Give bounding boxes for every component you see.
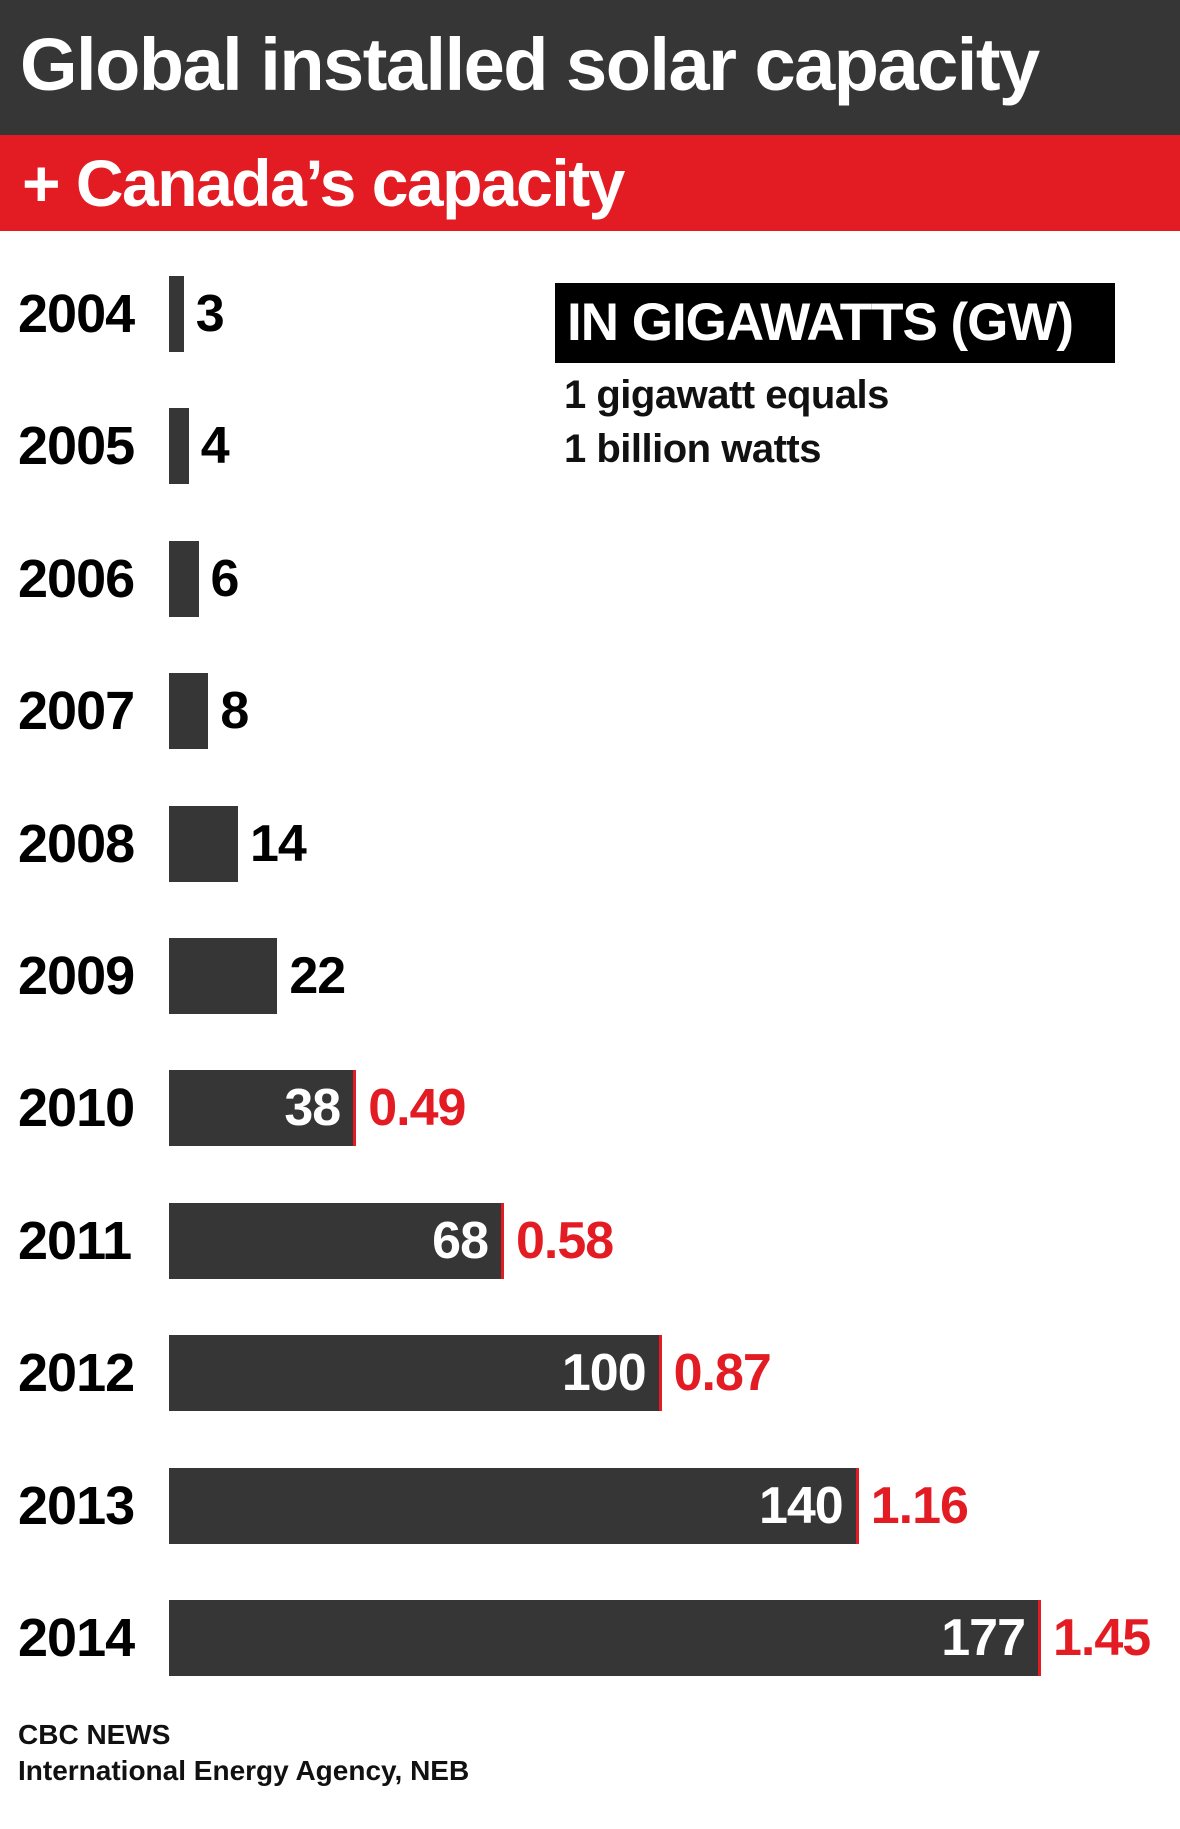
global-capacity-bar (169, 1202, 504, 1279)
global-capacity-bar (169, 1070, 357, 1147)
year-label: 2009 (18, 946, 135, 1006)
year-label: 2013 (18, 1475, 135, 1536)
global-value-label: 38 (284, 1079, 341, 1138)
canada-value-label: 1.45 (1053, 1609, 1151, 1667)
source-credit: International Energy Agency, NEB (18, 1755, 470, 1786)
year-label: 2005 (18, 416, 135, 477)
global-capacity-bar (169, 1467, 859, 1544)
year-label: 2004 (18, 284, 135, 344)
chart-title: Global installed solar capacity (20, 23, 1040, 106)
unit-note-line-2: 1 billion watts (564, 427, 821, 471)
subtitle-banner: + Canada’s capacity (0, 135, 1180, 231)
global-capacity-bar (169, 276, 184, 352)
global-value-label: 3 (195, 285, 225, 343)
year-label: 2014 (18, 1608, 135, 1668)
canada-value-label: 0.87 (673, 1344, 772, 1403)
year-label: 2007 (18, 681, 135, 742)
year-label: 2012 (18, 1343, 135, 1404)
canada-value-label: 1.16 (870, 1476, 969, 1535)
global-value-label: 4 (200, 417, 230, 476)
global-capacity-bar (169, 540, 199, 617)
unit-box: IN GIGAWATTS (GW) (555, 283, 1115, 363)
global-capacity-bar (169, 1335, 662, 1412)
global-value-label: 100 (561, 1344, 647, 1403)
global-capacity-bar (169, 1600, 1041, 1676)
title-banner: Global installed solar capacity (0, 0, 1180, 135)
year-label: 2008 (18, 813, 135, 874)
global-value-label: 140 (758, 1476, 844, 1535)
global-value-label: 6 (210, 549, 240, 608)
global-capacity-bar (169, 673, 209, 750)
global-capacity-bar (169, 938, 278, 1014)
global-capacity-bar (169, 805, 238, 882)
year-label: 2011 (18, 1210, 132, 1271)
publisher-credit: CBC NEWS (18, 1719, 171, 1750)
chart-subtitle: + Canada’s capacity (22, 146, 625, 220)
unit-note-line-1: 1 gigawatt equals (564, 373, 889, 417)
global-capacity-bar (169, 408, 189, 485)
year-label: 2010 (18, 1078, 135, 1139)
global-value-label: 177 (941, 1609, 1026, 1667)
canada-value-label: 0.49 (368, 1079, 466, 1138)
global-value-label: 22 (289, 947, 346, 1005)
global-value-label: 14 (249, 814, 307, 873)
canada-value-label: 0.58 (516, 1211, 614, 1270)
unit-label: IN GIGAWATTS (GW) (567, 293, 1074, 352)
year-label: 2006 (18, 548, 135, 609)
global-value-label: 68 (432, 1211, 489, 1270)
global-value-label: 8 (220, 682, 249, 741)
